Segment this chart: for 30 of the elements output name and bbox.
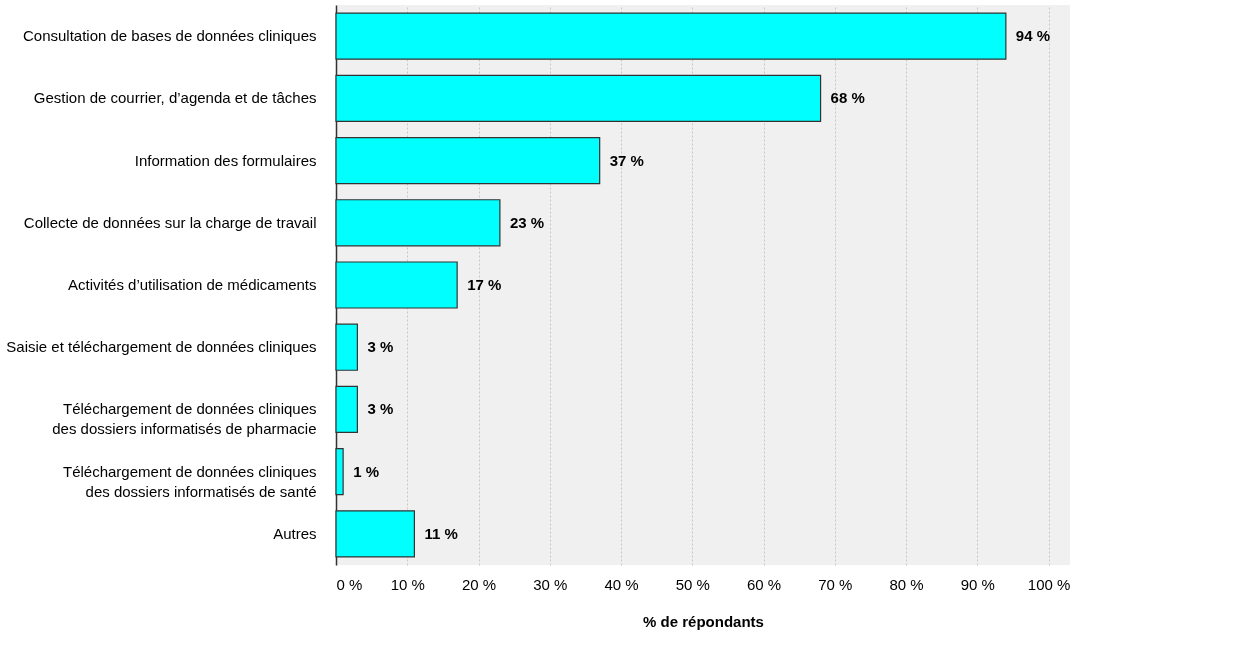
x-tick-label: 90 % (960, 575, 995, 593)
y-tick-label: Téléchargement de données cliniques des dossiers informatisés de pharmacie (52, 400, 317, 438)
data-label: 94 % (1015, 27, 1051, 45)
x-tick-label: 20 % (461, 575, 497, 593)
data-label: 3 % (367, 338, 394, 356)
x-tick-label: 100 % (1027, 575, 1071, 593)
y-tick-label: Saisie et téléchargement de données cliniques (6, 338, 317, 356)
x-tick-label: 0 % (336, 575, 363, 593)
x-tick-label: 80 % (889, 575, 924, 593)
x-tick-label: 10 % (390, 575, 425, 593)
x-tick-label: 30 % (533, 575, 568, 593)
data-label: 11 % (424, 524, 458, 542)
y-tick-label: Information des formulaires (134, 151, 317, 169)
data-label: 17 % (467, 276, 502, 293)
data-label: 23 % (509, 213, 545, 231)
x-tick-label: 40 % (604, 575, 639, 593)
data-label: 1 % (353, 462, 379, 480)
y-tick-label: Autres (273, 524, 317, 542)
x-tick-label: 60 % (746, 575, 782, 593)
data-label: 37 % (609, 151, 644, 169)
x-tick-label: 70 % (818, 575, 853, 593)
data-label: 68 % (830, 89, 865, 107)
x-axis-title: % de répondants (643, 612, 764, 630)
x-tick-label: 50 % (675, 575, 710, 593)
y-tick-label: Téléchargement de données cliniques des dossiers informatisés de santé (63, 462, 317, 500)
y-tick-label: Consultation de bases de données cliniques (22, 27, 317, 45)
y-tick-label: Activités d’utilisation de médicaments (68, 276, 317, 293)
data-label: 3 % (367, 400, 394, 418)
y-tick-label: Collecte de données sur la charge de travail (23, 213, 317, 231)
y-tick-label: Gestion de courrier, d’agenda et de tâches (33, 89, 317, 107)
